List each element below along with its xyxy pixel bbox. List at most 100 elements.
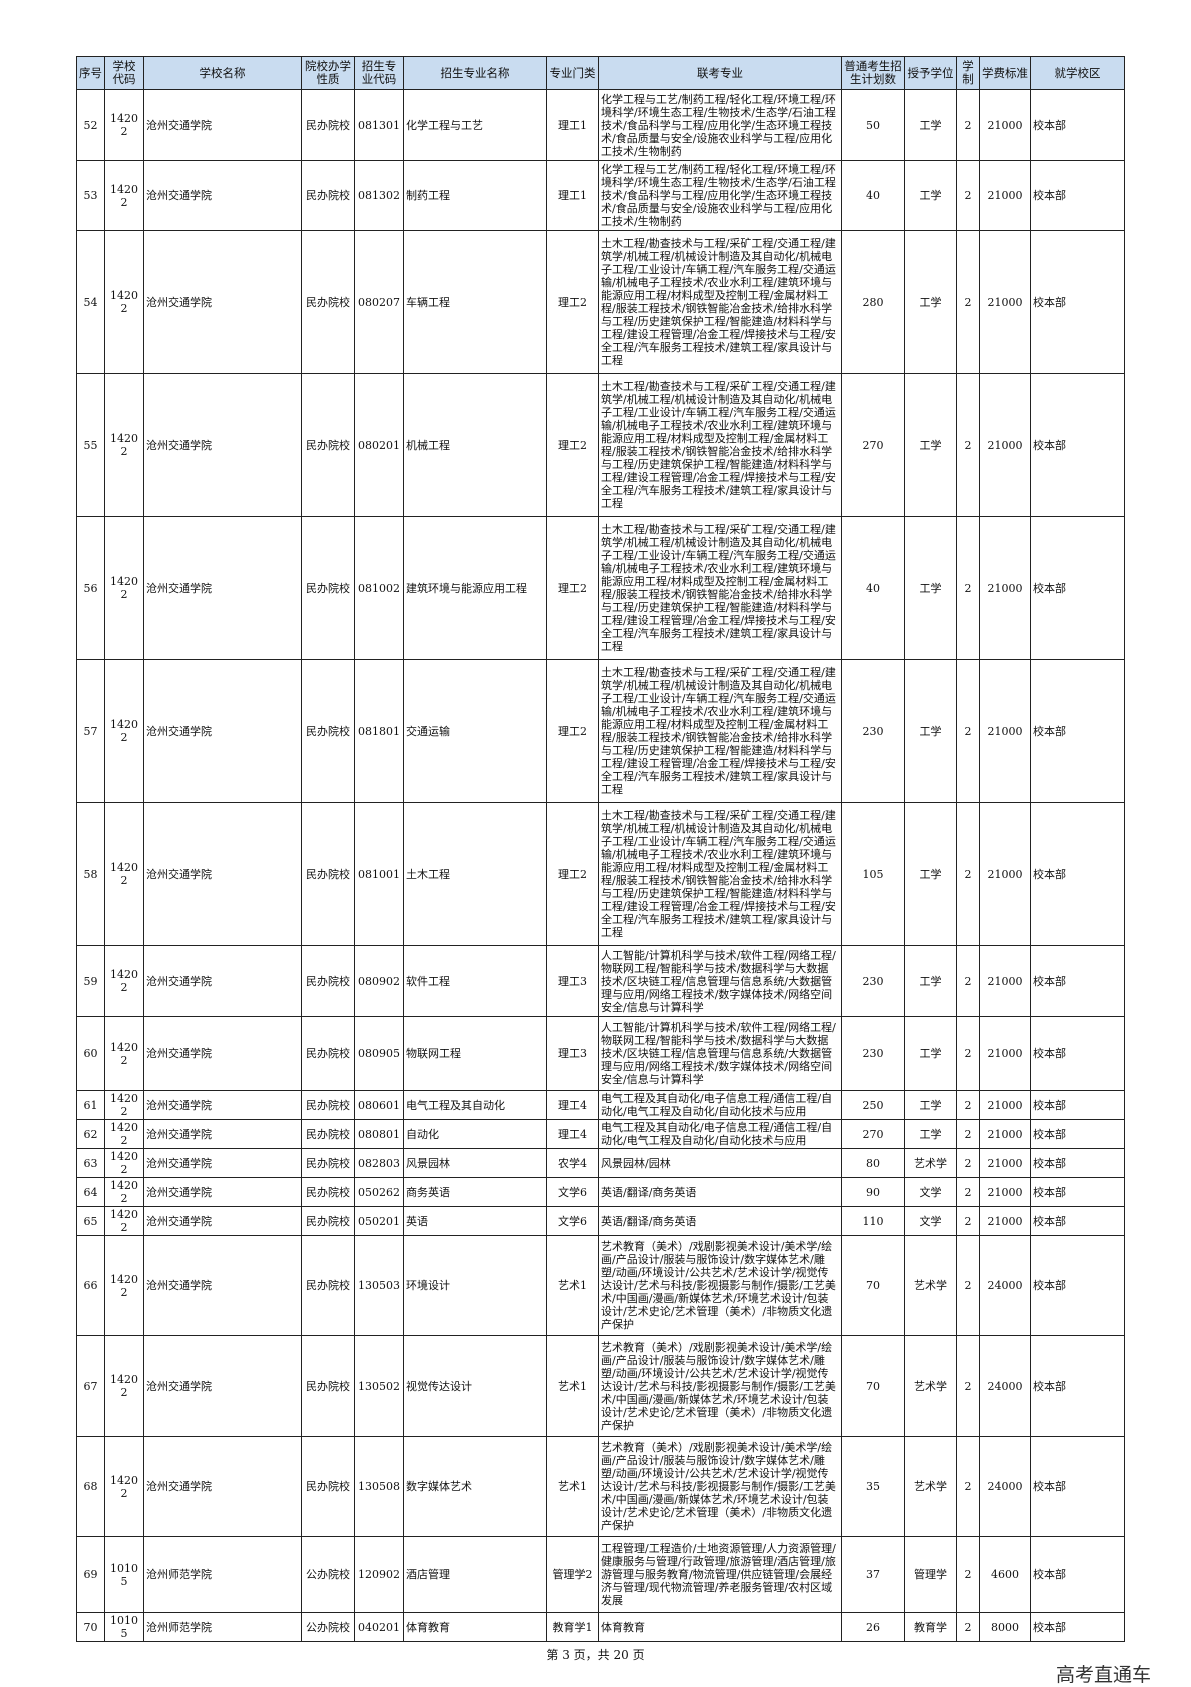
- table-cell: 130503: [354, 1235, 404, 1336]
- table-cell: 2: [956, 1335, 980, 1437]
- table-cell: 工学: [904, 373, 957, 517]
- table-cell: 民办院校: [301, 1206, 355, 1236]
- table-cell: 081002: [354, 516, 404, 660]
- table-cell: 21000: [979, 1148, 1031, 1178]
- table-cell: 50: [841, 89, 905, 161]
- table-cell: 62: [76, 1119, 105, 1149]
- table-row: 57 14202 沧州交通学院 民办院校 081801 交通运输 理工2 土木工程/勘查技术与…: [76, 659, 1125, 803]
- table-cell: 农学4: [546, 1148, 599, 1178]
- table-cell: 081301: [354, 89, 404, 161]
- table-cell: 校本部: [1030, 1177, 1125, 1207]
- table-cell: 文学6: [546, 1206, 599, 1236]
- table-cell: 14202: [104, 1206, 144, 1236]
- header-cell: 招生专业代码: [354, 56, 404, 90]
- table-cell: 文学: [904, 1177, 957, 1207]
- table-cell: 050262: [354, 1177, 404, 1207]
- table-cell: 2: [956, 373, 980, 517]
- table-row: 61 14202 沧州交通学院 民办院校 080601 电气工程及其自动化 理工4 电气工程及…: [76, 1090, 1125, 1120]
- table-cell: 工学: [904, 659, 957, 803]
- table-cell: 21000: [979, 516, 1031, 660]
- table-cell: 080801: [354, 1119, 404, 1149]
- table-cell: 艺术1: [546, 1235, 599, 1336]
- table-cell: 公办院校: [301, 1536, 355, 1613]
- table-cell: 工学: [904, 802, 957, 946]
- table-cell: 080601: [354, 1090, 404, 1120]
- table-cell: 沧州师范学院: [143, 1536, 302, 1613]
- table-cell: 14202: [104, 89, 144, 161]
- table-cell: 2: [956, 945, 980, 1017]
- table-cell: 艺术教育（美术）/戏剧影视美术设计/美术学/绘画/产品设计/服装与服饰设计/数字…: [598, 1335, 842, 1437]
- table-cell: 21000: [979, 1206, 1031, 1236]
- table-cell: 民办院校: [301, 1335, 355, 1437]
- table-cell: 082803: [354, 1148, 404, 1178]
- table-cell: 化学工程与工艺: [403, 89, 547, 161]
- page-number: 第 3 页，共 20 页: [546, 1648, 645, 1662]
- table-cell: 270: [841, 1119, 905, 1149]
- table-cell: 软件工程: [403, 945, 547, 1017]
- table-cell: 沧州交通学院: [143, 945, 302, 1017]
- table-cell: 人工智能/计算机科学与技术/软件工程/网络工程/物联网工程/智能科学与技术/数据…: [598, 1016, 842, 1091]
- table-cell: 校本部: [1030, 1016, 1125, 1091]
- table-cell: 69: [76, 1536, 105, 1613]
- table-cell: 56: [76, 516, 105, 660]
- table-cell: 105: [841, 802, 905, 946]
- table-cell: 民办院校: [301, 516, 355, 660]
- header-row: 序号 学校代码 学校名称 院校办学性质 招生专业代码 招生专业名称 专业门类 联考专业 普通考生…: [76, 56, 1125, 90]
- table-cell: 沧州交通学院: [143, 89, 302, 161]
- table-cell: 55: [76, 373, 105, 517]
- header-cell: 学制: [956, 56, 980, 90]
- header-cell: 授予学位: [904, 56, 957, 90]
- table-cell: 沧州交通学院: [143, 1235, 302, 1336]
- table-cell: 沧州交通学院: [143, 1177, 302, 1207]
- table-cell: 艺术学: [904, 1148, 957, 1178]
- table-cell: 英语/翻译/商务英语: [598, 1206, 842, 1236]
- table-row: 64 14202 沧州交通学院 民办院校 050262 商务英语 文学6 英语/翻译/商务英语…: [76, 1177, 1125, 1207]
- table-row: 62 14202 沧州交通学院 民办院校 080801 自动化 理工4 电气工程及其自动化/电…: [76, 1119, 1125, 1149]
- table-cell: 120902: [354, 1536, 404, 1613]
- table-cell: 沧州交通学院: [143, 1090, 302, 1120]
- table-cell: 21000: [979, 1016, 1031, 1091]
- table-cell: 130508: [354, 1436, 404, 1537]
- table-cell: 艺术学: [904, 1335, 957, 1437]
- table-cell: 2: [956, 802, 980, 946]
- table-cell: 化学工程与工艺/制药工程/轻化工程/环境工程/环境科学/环境生态工程/生物技术/…: [598, 89, 842, 161]
- header-cell: 学费标准: [979, 56, 1031, 90]
- table-cell: 24000: [979, 1335, 1031, 1437]
- table-cell: 10105: [104, 1612, 144, 1642]
- table-cell: 14202: [104, 1016, 144, 1091]
- table-cell: 70: [76, 1612, 105, 1642]
- table-cell: 21000: [979, 373, 1031, 517]
- table-cell: 54: [76, 230, 105, 374]
- table-cell: 080905: [354, 1016, 404, 1091]
- table-cell: 35: [841, 1436, 905, 1537]
- table-cell: 工学: [904, 160, 957, 231]
- table-cell: 交通运输: [403, 659, 547, 803]
- table-cell: 21000: [979, 230, 1031, 374]
- table-cell: 民办院校: [301, 373, 355, 517]
- header-cell: 专业门类: [546, 56, 599, 90]
- table-cell: 2: [956, 1090, 980, 1120]
- table-cell: 14202: [104, 160, 144, 231]
- table-cell: 土木工程/勘查技术与工程/采矿工程/交通工程/建筑学/机械工程/机械设计制造及其…: [598, 659, 842, 803]
- table-cell: 校本部: [1030, 659, 1125, 803]
- table-cell: 080902: [354, 945, 404, 1017]
- table-row: 65 14202 沧州交通学院 民办院校 050201 英语 文学6 英语/翻译/商务英语 11…: [76, 1206, 1125, 1236]
- header-cell: 就学校区: [1030, 56, 1125, 90]
- table-cell: 自动化: [403, 1119, 547, 1149]
- table-cell: 080201: [354, 373, 404, 517]
- table-cell: 民办院校: [301, 89, 355, 161]
- table-cell: 物联网工程: [403, 1016, 547, 1091]
- table-cell: 文学: [904, 1206, 957, 1236]
- table-cell: 21000: [979, 89, 1031, 161]
- watermark: 高考直通车: [1055, 1664, 1151, 1686]
- table-cell: 53: [76, 160, 105, 231]
- table-cell: 理工4: [546, 1119, 599, 1149]
- table-cell: 081302: [354, 160, 404, 231]
- table-cell: 校本部: [1030, 516, 1125, 660]
- table-cell: 250: [841, 1090, 905, 1120]
- table-cell: 沧州交通学院: [143, 1206, 302, 1236]
- table-cell: 2: [956, 1177, 980, 1207]
- table-cell: 230: [841, 1016, 905, 1091]
- table-cell: 081001: [354, 802, 404, 946]
- table-cell: 2: [956, 1148, 980, 1178]
